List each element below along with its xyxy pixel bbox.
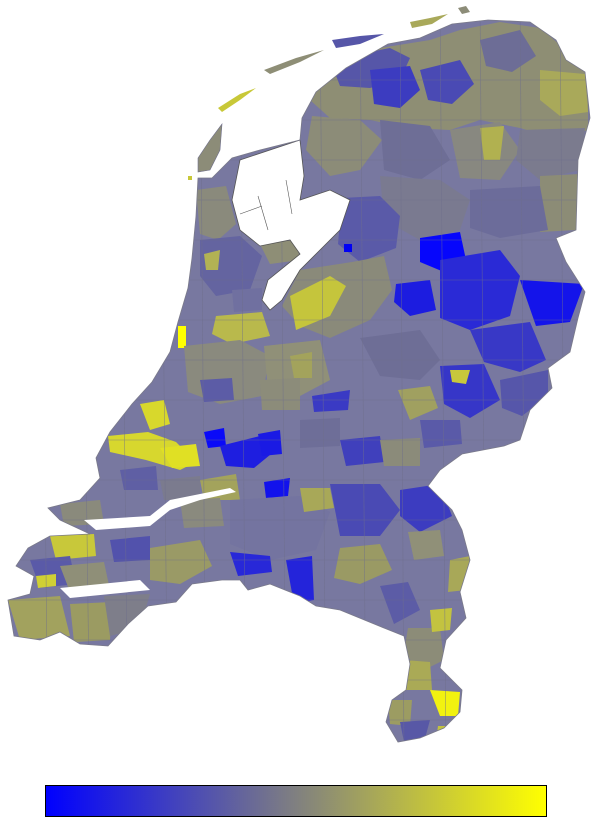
color-scale-legend bbox=[45, 785, 547, 817]
netherlands-choropleth-map bbox=[7, 6, 591, 743]
vlieland-island bbox=[218, 88, 256, 112]
texel-island bbox=[197, 122, 223, 173]
ameland-island bbox=[332, 34, 384, 48]
westerschelde-water bbox=[84, 488, 236, 530]
terschelling-island bbox=[264, 50, 324, 74]
municipalities-layer bbox=[8, 20, 590, 742]
schiermonnikoog-island bbox=[410, 14, 448, 28]
ijsselmeer-water bbox=[231, 139, 351, 311]
